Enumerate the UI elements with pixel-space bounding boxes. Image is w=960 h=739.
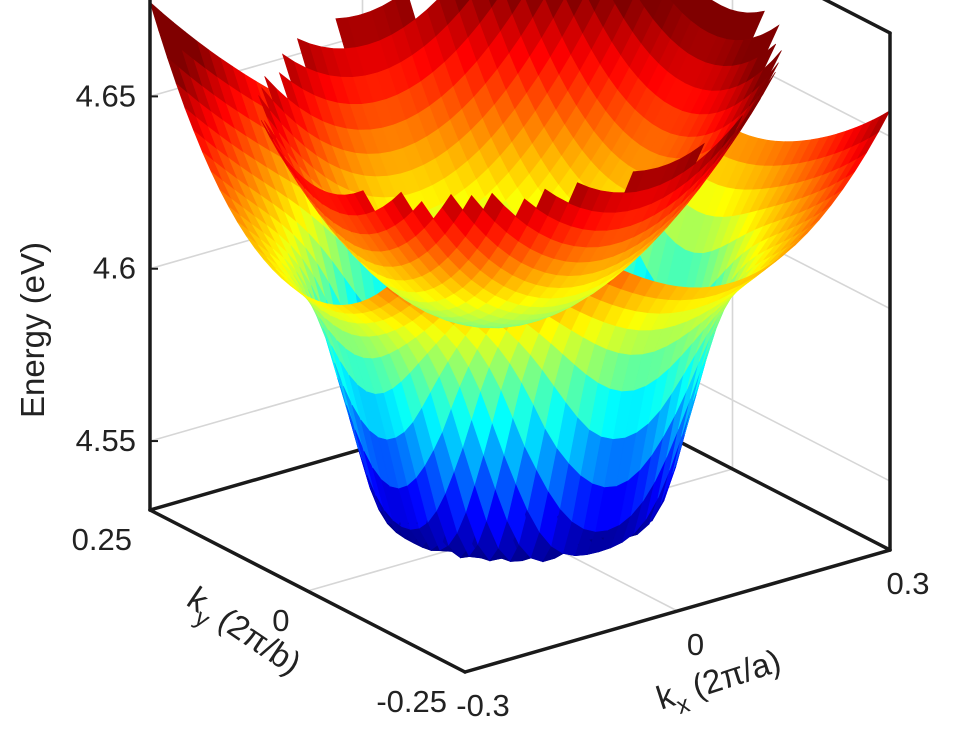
upper-band-surface-patch bbox=[739, 98, 761, 132]
x-tick-label-0: -0.3 bbox=[456, 688, 509, 723]
upper-band-surface-patch bbox=[682, 142, 705, 173]
y-tick-label-2: -0.25 bbox=[376, 684, 447, 719]
z-tick-label-0: 4.55 bbox=[76, 423, 136, 458]
y-tick-label-0: 0.25 bbox=[72, 522, 132, 557]
upper-band-surface-patch bbox=[670, 0, 676, 5]
z-tick-label-2: 4.65 bbox=[76, 78, 136, 113]
energy-surfaces bbox=[149, 0, 891, 563]
upper-band-surface-patch bbox=[743, 10, 765, 40]
box-edge-5 bbox=[822, 0, 892, 35]
upper-band-surface-patch bbox=[639, 0, 649, 8]
y-tick-label-1: 0 bbox=[272, 603, 289, 638]
axes-box-front bbox=[148, 0, 892, 674]
upper-band-surface bbox=[258, 0, 782, 329]
z-tick-label-1: 4.6 bbox=[93, 251, 136, 286]
box-edge-0 bbox=[463, 548, 892, 674]
x-tick-label-1: 0 bbox=[687, 627, 704, 662]
x-tick-label-2: 0.3 bbox=[886, 566, 929, 601]
upper-band-surface-patch bbox=[588, 0, 601, 12]
upper-band-surface-patch bbox=[673, 0, 689, 14]
lower-band-surface-patch bbox=[868, 109, 891, 139]
upper-band-surface-patch bbox=[488, 0, 498, 9]
z-grid-line-2 bbox=[149, 0, 891, 138]
upper-band-surface-patch bbox=[736, 100, 758, 134]
upper-band-surface-patch bbox=[721, 115, 743, 148]
upper-band-surface-patch bbox=[754, 72, 776, 106]
upper-band-surface-patch bbox=[760, 50, 782, 84]
upper-band-surface-patch bbox=[612, 0, 618, 5]
z-axis-label: Energy (eV) bbox=[14, 242, 51, 418]
y-axis-label-rest: (2π/b) bbox=[205, 595, 308, 681]
upper-band-surface-patch bbox=[757, 62, 779, 97]
upper-band-surface-patch bbox=[757, 24, 780, 58]
tick-labels: 4.55 4.6 4.65 0.25 0 -0.25 -0.3 0 0.3 bbox=[72, 78, 930, 723]
upper-band-surface-patch bbox=[755, 43, 777, 76]
box-edge-1 bbox=[148, 508, 467, 674]
x-axis-label: kx (2π/a) bbox=[652, 642, 788, 725]
